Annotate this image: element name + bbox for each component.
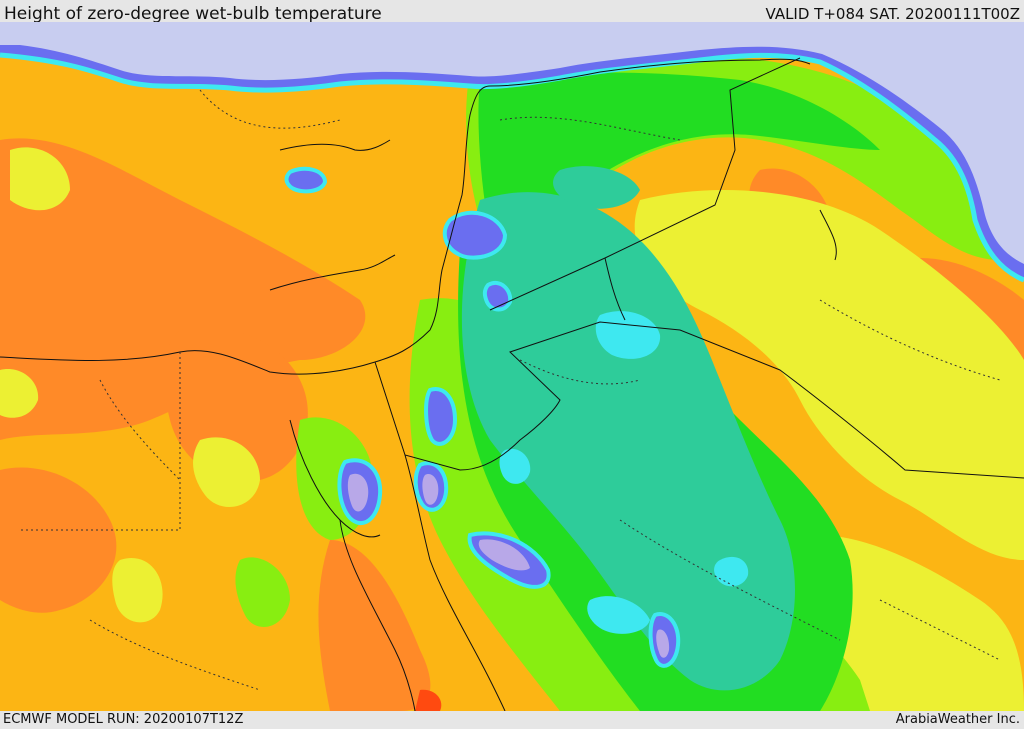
- north-cold-zone: [0, 22, 1024, 283]
- map-title: Height of zero-degree wet-bulb temperatu…: [4, 4, 382, 24]
- purple-cell-cores: [347, 473, 670, 658]
- internal-borders: [20, 89, 1001, 691]
- footer-bar: ECMWF MODEL RUN: 20200107T12Z ArabiaWeat…: [0, 711, 1024, 729]
- map-canvas: [0, 22, 1024, 711]
- teal-field: [461, 166, 795, 691]
- header-bar: Height of zero-degree wet-bulb temperatu…: [0, 0, 1024, 24]
- valid-time: VALID T+084 SAT. 20200111T00Z: [765, 5, 1020, 23]
- model-run-label: ECMWF MODEL RUN: 20200107T12Z: [3, 712, 244, 727]
- credit-label: ArabiaWeather Inc.: [895, 712, 1020, 727]
- red-field: [415, 689, 442, 711]
- borders: [0, 57, 1024, 711]
- weather-map: [0, 22, 1024, 711]
